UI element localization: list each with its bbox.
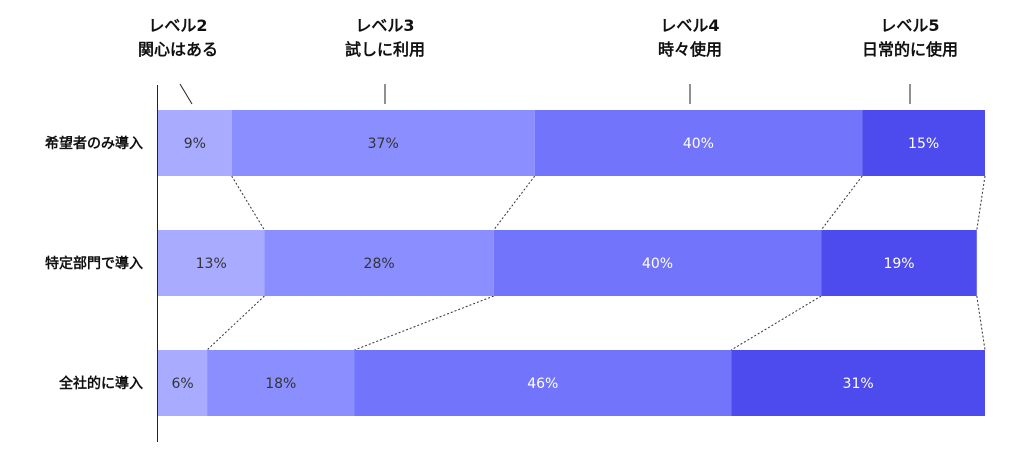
connector-line (354, 295, 494, 351)
value-label: 31% (843, 376, 874, 392)
bar-segment (158, 110, 232, 176)
bar-segment (821, 230, 977, 296)
bar-segment (207, 350, 355, 416)
value-labels: 9% 37% 40% 15% 13% 28% 40% 19% 6% 18% 46% 31% (171, 136, 939, 392)
connector-line (206, 295, 265, 351)
value-label: 6% (171, 376, 193, 392)
legend-label: レベル4 時々使用 (658, 16, 722, 59)
value-label: 28% (364, 256, 395, 272)
category-label: 特定部門で導入 (45, 255, 143, 272)
connector-line (976, 175, 986, 231)
connector-line (820, 175, 863, 231)
bar-segment (862, 110, 985, 176)
bar-segment (231, 110, 535, 176)
connector-line (231, 175, 265, 231)
value-label: 40% (642, 256, 673, 272)
bar-segment (158, 350, 208, 416)
bar-segment (158, 230, 265, 296)
bar-segment (731, 350, 985, 416)
value-label: 46% (527, 376, 558, 392)
bar-segment (534, 110, 863, 176)
value-label: 9% (184, 136, 206, 152)
legend-label: レベル3 試しに利用 (345, 16, 425, 59)
bar-segment (493, 230, 822, 296)
bar-segment (354, 350, 732, 416)
legend: レベル2 関心はある レベル3 試しに利用 レベル4 時々使用 レベル5 日常的に使用 (138, 16, 958, 105)
bar-segment (264, 230, 494, 296)
connector-line (493, 175, 536, 231)
bars (158, 110, 985, 416)
value-label: 13% (196, 256, 227, 272)
legend-label: レベル2 関心はある (138, 16, 218, 59)
category-label: 希望者のみ導入 (45, 135, 143, 152)
value-label: 15% (908, 136, 939, 152)
connectors (206, 175, 986, 351)
category-label: 全社的に導入 (58, 375, 143, 392)
value-label: 18% (265, 376, 296, 392)
legend-leader-line (179, 83, 193, 105)
legend-label: レベル5 日常的に使用 (862, 16, 958, 59)
connector-line (976, 295, 986, 351)
value-label: 37% (368, 136, 399, 152)
value-label: 40% (683, 136, 714, 152)
connector-line (730, 295, 822, 351)
value-label: 19% (883, 256, 914, 272)
